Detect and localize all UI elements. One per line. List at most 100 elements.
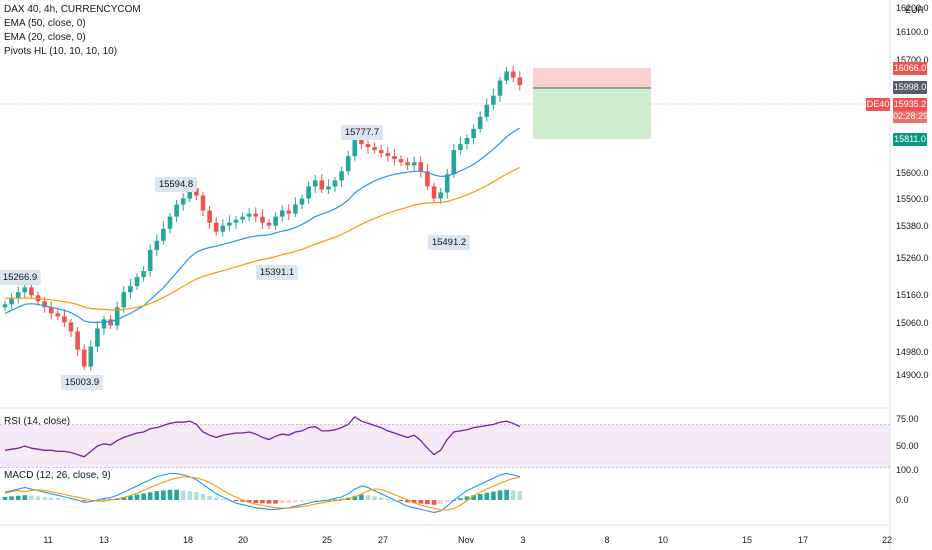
candle-body	[200, 195, 206, 211]
macd-bar	[48, 497, 54, 500]
pivots-legend[interactable]: Pivots HL (10, 10, 10, 10)	[4, 46, 118, 57]
entry-price-tag: 15998.0	[893, 81, 927, 94]
price-axis-label: 14900.0	[896, 370, 929, 380]
symbol-title[interactable]: DAX 40, 4h, CURRENCYCOM	[4, 4, 141, 15]
candle-body	[147, 249, 153, 272]
macd-line	[4, 472, 520, 514]
price-axis-label: 15260.0	[896, 253, 929, 263]
macd-bar	[372, 496, 377, 500]
candle-body	[273, 216, 278, 226]
macd-bar	[180, 490, 186, 500]
candle-body	[213, 222, 219, 232]
candle-body	[22, 287, 28, 293]
candle-body	[405, 162, 410, 166]
candle-body	[504, 71, 509, 81]
candle-body	[411, 162, 417, 166]
macd-bar	[365, 495, 371, 500]
macd-bar	[55, 498, 61, 500]
candle-body	[484, 104, 490, 117]
candle-body	[108, 319, 113, 326]
candle-body	[68, 322, 74, 332]
candle-body	[75, 331, 80, 350]
candle-body	[29, 287, 34, 296]
macd-bar	[471, 495, 476, 500]
macd-bar	[167, 489, 173, 500]
candle-body	[48, 307, 54, 314]
candle-body	[220, 225, 226, 232]
candle-body	[398, 159, 404, 163]
axes: 16200.0 16100.0 15700.0 15600.0 15500.0 15380…	[896, 3, 929, 505]
candle-body	[128, 286, 133, 293]
take-profit-zone	[533, 88, 651, 139]
rsi-legend[interactable]: RSI (14, close)	[4, 416, 71, 427]
macd-bar	[161, 490, 166, 500]
candle-body	[332, 180, 338, 187]
candle-body	[438, 192, 443, 199]
price-axis-label: 14980.0	[896, 347, 929, 357]
ema50-legend[interactable]: EMA (50, close, 0)	[4, 18, 86, 29]
candle-body	[240, 216, 245, 220]
candle-body	[134, 277, 140, 287]
target-price-tag: 15811.0	[893, 133, 927, 146]
candle-body	[194, 188, 199, 196]
last-price-tag: 15935.2	[893, 98, 927, 111]
candle-body	[55, 313, 61, 317]
candle-body	[114, 307, 120, 326]
macd-bar	[220, 498, 226, 500]
candle-body	[319, 180, 325, 190]
ema20-legend[interactable]: EMA (20, close, 0)	[4, 32, 86, 43]
macd-bar	[174, 489, 179, 500]
macd-bar	[398, 500, 404, 502]
macd-bar	[42, 497, 47, 500]
candle-body	[345, 156, 351, 172]
candle-body	[62, 316, 67, 323]
candle-body	[15, 292, 21, 299]
macd-bar	[101, 499, 107, 501]
pivot-low-label: 15003.9	[60, 375, 104, 390]
macd-bar	[497, 490, 503, 500]
currency-label[interactable]: EUR	[905, 5, 925, 15]
macd-bar	[233, 500, 239, 502]
candle-body	[497, 80, 503, 96]
candle-body	[431, 186, 437, 199]
candle-body	[339, 171, 344, 181]
candle-body	[352, 132, 358, 157]
macd-bar	[128, 495, 133, 500]
ema50-line	[5, 167, 521, 311]
candle-body	[141, 271, 146, 278]
candle-body	[477, 116, 483, 129]
candle-body	[187, 188, 193, 199]
candle-body	[95, 328, 100, 347]
macd-legend[interactable]: MACD (12, 26, close, 9)	[4, 470, 111, 481]
rsi-pane	[0, 415, 890, 468]
candle-body	[385, 153, 391, 157]
macd-bar	[134, 494, 140, 500]
pivot-high-label: 15594.8	[154, 177, 198, 192]
stop-loss-zone	[533, 68, 651, 88]
candle-body	[425, 171, 430, 187]
macd-bar	[273, 500, 278, 504]
macd-bar	[266, 500, 272, 504]
macd-bar	[306, 500, 311, 502]
candle-body	[266, 222, 272, 226]
pivot-low-label: 15491.2	[427, 235, 471, 250]
macd-axis-label: 0.0	[896, 495, 909, 505]
macd-bar	[444, 500, 450, 503]
macd-bar	[385, 498, 391, 500]
macd-bar	[68, 499, 74, 501]
candle-body	[458, 144, 463, 151]
macd-bar	[405, 500, 410, 503]
macd-bar	[187, 491, 193, 500]
candle-body	[286, 210, 292, 214]
candle-body	[81, 349, 87, 367]
time-axis-label: 17	[797, 535, 809, 545]
macd-bar	[253, 500, 259, 503]
macd-bar	[299, 500, 305, 502]
time-axis-label: 15	[741, 535, 753, 545]
candle-body	[88, 346, 94, 367]
position-zones	[533, 68, 651, 139]
price-axis-label: 16200.0	[896, 3, 929, 13]
macd-bar	[154, 491, 160, 500]
candle-body	[517, 77, 523, 86]
